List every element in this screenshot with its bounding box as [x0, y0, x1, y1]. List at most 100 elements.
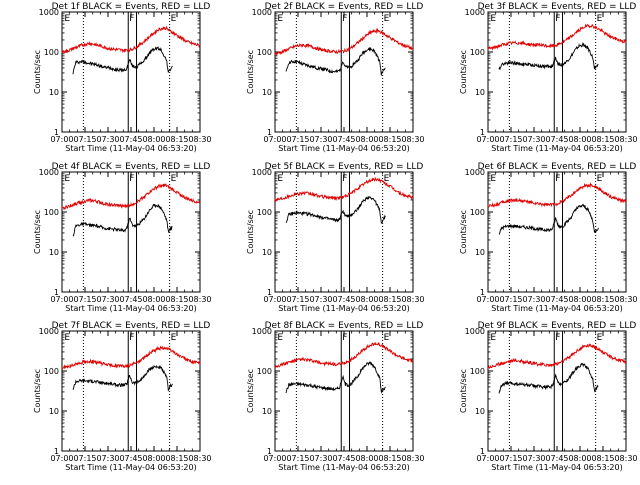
chart-panel-7: Det 7f BLACK = Events, RED = LLD 1 10 100 10… — [33, 321, 212, 472]
y-tick-label: 10 — [262, 407, 272, 416]
x-tick-label: 08:30 — [614, 135, 637, 144]
plot-frame — [487, 11, 627, 133]
series-line-lld — [61, 183, 201, 211]
x-axis-label: Start Time (11-May-04 06:53:20) — [65, 144, 196, 153]
y-tick-label: 1 — [480, 447, 485, 456]
y-tick-label: 10 — [475, 248, 485, 257]
x-tick-label: 08:30 — [188, 135, 211, 144]
x-tick-label: 07:00 — [476, 454, 499, 463]
x-tick-label: 07:00 — [50, 295, 73, 304]
x-tick-label: 07:30 — [96, 135, 119, 144]
interval-marker-label: E — [277, 14, 283, 24]
y-axis-label: Counts/sec — [33, 369, 42, 413]
x-tick-label: 08:00 — [568, 454, 591, 463]
y-axis-label: Counts/sec — [459, 369, 468, 413]
series-line-events — [285, 46, 386, 76]
x-tick-label: 08:00 — [355, 295, 378, 304]
plot-frame — [274, 11, 414, 133]
y-axis-label: Counts/sec — [246, 50, 255, 94]
x-tick-label: 07:30 — [522, 454, 545, 463]
interval-marker-label: F — [129, 333, 134, 343]
y-tick-label: 1000 — [465, 8, 485, 17]
x-axis-label: Start Time (11-May-04 06:53:20) — [278, 463, 409, 472]
interval-marker-label: E — [490, 174, 496, 184]
y-tick-label: 10 — [262, 248, 272, 257]
x-axis-label: Start Time (11-May-04 06:53:20) — [491, 463, 622, 472]
x-tick-label: 07:45 — [545, 135, 568, 144]
y-tick-label: 1 — [54, 447, 59, 456]
interval-marker-label: F — [342, 14, 347, 24]
x-tick-label: 08:00 — [142, 295, 165, 304]
series-line-events — [285, 361, 386, 394]
interval-marker-label: E — [171, 174, 177, 184]
plot-frame — [61, 11, 201, 133]
series-line-events — [72, 364, 173, 392]
x-tick-label: 07:00 — [263, 454, 286, 463]
x-tick-label: 07:30 — [96, 454, 119, 463]
x-tick-label: 07:15 — [499, 454, 522, 463]
interval-marker-label: E — [171, 14, 177, 24]
interval-marker-label: E — [597, 333, 603, 343]
x-tick-label: 08:30 — [401, 295, 424, 304]
x-axis-label: Start Time (11-May-04 06:53:20) — [491, 304, 622, 313]
y-tick-label: 100 — [44, 208, 59, 217]
y-tick-label: 10 — [49, 407, 59, 416]
x-tick-label: 07:15 — [499, 135, 522, 144]
x-tick-label: 07:45 — [332, 454, 355, 463]
x-tick-label: 07:15 — [73, 454, 96, 463]
y-axis-label: Counts/sec — [246, 210, 255, 254]
y-tick-label: 1000 — [39, 327, 59, 336]
interval-marker-label: E — [384, 333, 390, 343]
y-tick-label: 100 — [44, 48, 59, 57]
y-tick-label: 1000 — [252, 327, 272, 336]
y-tick-label: 10 — [475, 407, 485, 416]
x-tick-label: 08:15 — [378, 135, 401, 144]
x-tick-label: 08:15 — [165, 454, 188, 463]
x-tick-label: 08:15 — [378, 454, 401, 463]
x-tick-label: 07:30 — [309, 454, 332, 463]
interval-marker-label: F — [555, 14, 560, 24]
x-tick-label: 08:30 — [401, 454, 424, 463]
panel-title: Det 4f BLACK = Events, RED = LLD — [52, 162, 211, 172]
chart-panel-4: Det 4f BLACK = Events, RED = LLD 1 10 100 10… — [33, 162, 212, 313]
y-axis-label: Counts/sec — [33, 50, 42, 94]
y-tick-label: 100 — [44, 367, 59, 376]
x-tick-label: 08:00 — [142, 454, 165, 463]
interval-marker-label: E — [490, 333, 496, 343]
series-line-events — [72, 46, 173, 75]
plot-frame — [61, 171, 201, 293]
plot-frame — [61, 330, 201, 452]
x-tick-label: 07:15 — [499, 295, 522, 304]
interval-marker-label: F — [129, 14, 134, 24]
interval-marker-label: E — [64, 333, 70, 343]
x-tick-label: 07:00 — [476, 295, 499, 304]
interval-marker-label: E — [277, 174, 283, 184]
x-tick-label: 07:30 — [522, 295, 545, 304]
y-tick-label: 100 — [470, 367, 485, 376]
panel-title: Det 9f BLACK = Events, RED = LLD — [478, 321, 637, 331]
x-tick-label: 08:15 — [591, 454, 614, 463]
y-tick-label: 10 — [49, 248, 59, 257]
interval-marker-label: F — [342, 174, 347, 184]
x-tick-label: 08:00 — [142, 135, 165, 144]
series-line-lld — [487, 182, 627, 209]
x-tick-label: 08:00 — [568, 295, 591, 304]
plot-frame — [274, 330, 414, 452]
x-tick-label: 08:00 — [355, 135, 378, 144]
y-tick-label: 1 — [480, 288, 485, 297]
series-line-events — [72, 203, 173, 237]
x-tick-label: 07:15 — [73, 295, 96, 304]
x-tick-label: 08:00 — [568, 135, 591, 144]
x-tick-label: 07:45 — [119, 135, 142, 144]
chart-panel-2: Det 2f BLACK = Events, RED = LLD 1 10 100 10… — [246, 2, 425, 153]
y-tick-label: 1000 — [252, 8, 272, 17]
x-axis-label: Start Time (11-May-04 06:53:20) — [491, 144, 622, 153]
series-line-events — [498, 362, 599, 394]
x-tick-label: 08:15 — [165, 135, 188, 144]
y-tick-label: 10 — [262, 88, 272, 97]
plot-frame — [274, 171, 414, 293]
plot-frame — [487, 330, 627, 452]
x-tick-label: 07:00 — [263, 135, 286, 144]
chart-panel-6: Det 6f BLACK = Events, RED = LLD 1 10 100 10… — [459, 162, 638, 313]
